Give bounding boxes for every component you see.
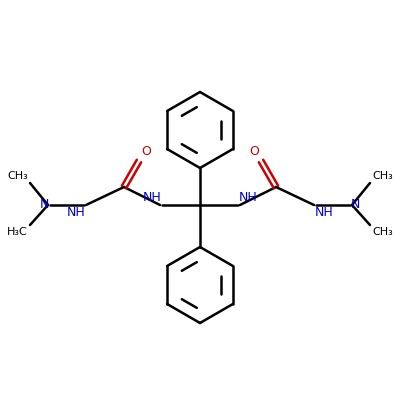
Text: NH: NH xyxy=(66,206,85,219)
Text: O: O xyxy=(141,145,151,158)
Text: H₃C: H₃C xyxy=(7,227,28,237)
Text: NH: NH xyxy=(315,206,334,219)
Text: N: N xyxy=(40,198,49,212)
Text: CH₃: CH₃ xyxy=(7,171,28,181)
Text: CH₃: CH₃ xyxy=(372,227,393,237)
Text: NH: NH xyxy=(142,191,161,204)
Text: CH₃: CH₃ xyxy=(372,171,393,181)
Text: NH: NH xyxy=(239,191,258,204)
Text: N: N xyxy=(351,198,360,212)
Text: O: O xyxy=(249,145,259,158)
